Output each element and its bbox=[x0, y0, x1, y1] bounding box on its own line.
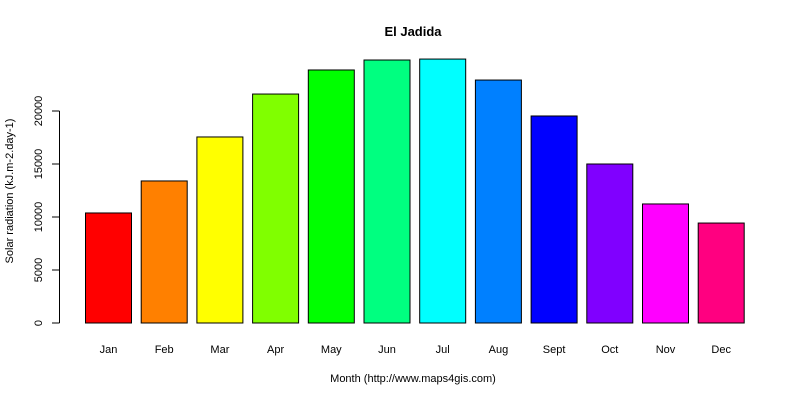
x-tick-label: Jul bbox=[436, 344, 450, 356]
bar-jan bbox=[85, 212, 132, 324]
x-tick-label: Feb bbox=[155, 344, 174, 356]
y-tick-label: 20000 bbox=[33, 96, 45, 127]
x-tick-label: Sept bbox=[543, 344, 566, 356]
bar-nov bbox=[642, 203, 689, 324]
bar-sept bbox=[530, 115, 578, 324]
x-tick-label: Apr bbox=[267, 344, 284, 356]
x-tick-label: Nov bbox=[656, 344, 676, 356]
x-tick-label: Oct bbox=[601, 344, 618, 356]
bar-dec bbox=[697, 222, 745, 324]
y-tick-label: 5000 bbox=[33, 258, 45, 282]
bar-jun bbox=[363, 59, 411, 324]
bars bbox=[85, 58, 745, 324]
bar-feb bbox=[140, 180, 188, 324]
bar-aug bbox=[474, 79, 522, 324]
x-tick-label: May bbox=[321, 344, 342, 356]
y-tick-label: 15000 bbox=[33, 149, 45, 180]
bar-jul bbox=[419, 58, 467, 324]
x-axis-label: Month (http://www.maps4gis.com) bbox=[330, 373, 496, 385]
x-tick-label: Aug bbox=[489, 344, 509, 356]
bar-mar bbox=[196, 136, 244, 324]
y-axis: 0 5000 10000 15000 20000 bbox=[33, 96, 60, 326]
x-tick-label: Jun bbox=[378, 344, 396, 356]
x-tick-label: Mar bbox=[210, 344, 229, 356]
x-tick-labels: Jan Feb Mar Apr May Jun Jul Aug Sept Oct Nov Dec bbox=[100, 344, 732, 356]
x-tick-label: Jan bbox=[100, 344, 118, 356]
bar-oct bbox=[586, 163, 634, 324]
x-tick-label: Dec bbox=[711, 344, 731, 356]
y-tick-label: 0 bbox=[33, 320, 45, 326]
y-tick-label: 10000 bbox=[33, 202, 45, 233]
chart-title: El Jadida bbox=[384, 24, 442, 39]
y-axis-label: Solar radiation (kJ.m-2.day-1) bbox=[4, 119, 16, 264]
bar-apr bbox=[252, 93, 300, 324]
bar-may bbox=[307, 69, 355, 324]
